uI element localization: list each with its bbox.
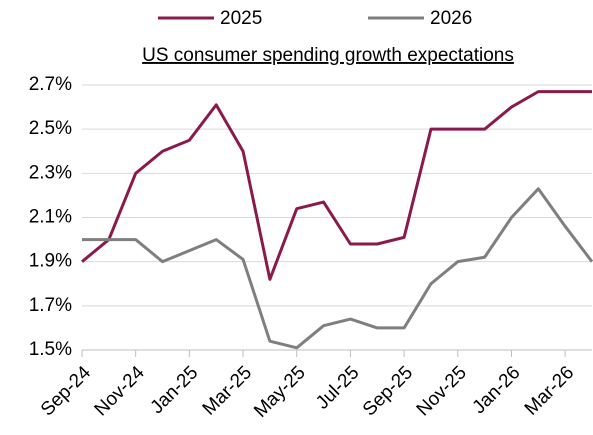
x-tick-label: Nov-25 bbox=[413, 362, 471, 420]
y-tick-label: 2.5% bbox=[29, 118, 72, 139]
x-tick-label: Sep-24 bbox=[37, 362, 95, 420]
legend-label: 2026 bbox=[430, 8, 472, 29]
line-series bbox=[82, 187, 593, 350]
y-tick-label: 2.7% bbox=[29, 74, 72, 95]
line-series bbox=[81, 90, 592, 281]
x-tick-label: Mar-25 bbox=[199, 362, 256, 419]
x-tick-label: Jan-25 bbox=[147, 362, 203, 418]
x-tick-label: Nov-24 bbox=[91, 362, 149, 420]
y-tick-label: 1.9% bbox=[29, 251, 72, 272]
x-tick-label: Mar-26 bbox=[521, 362, 578, 419]
y-tick-label: 1.7% bbox=[29, 295, 72, 316]
y-tick-label: 2.3% bbox=[29, 162, 72, 183]
x-tick-label: Jul-25 bbox=[312, 362, 363, 413]
y-tick-label: 1.5% bbox=[29, 339, 72, 360]
chart-title: US consumer spending growth expectations bbox=[142, 45, 514, 66]
x-tick-label: Jan-26 bbox=[469, 362, 525, 418]
y-tick-label: 2.1% bbox=[29, 207, 72, 228]
legend-label: 2025 bbox=[220, 8, 262, 29]
x-tick-label: Sep-25 bbox=[359, 362, 417, 420]
x-tick-label: May-25 bbox=[250, 362, 310, 422]
